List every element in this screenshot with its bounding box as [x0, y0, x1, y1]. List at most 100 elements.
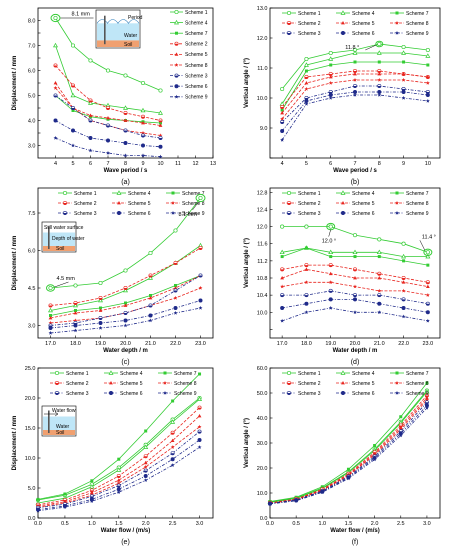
x-tick-label: 19.0	[325, 341, 336, 347]
legend-label: Scheme 9	[174, 391, 197, 397]
data-point	[53, 118, 58, 123]
chart-panel-5: 0.0 0.5 1.0 1.5 2.0 2.5 3.0 0.0 10.0 20.0 30.0 40.0…	[244, 366, 441, 546]
data-point	[280, 129, 285, 134]
x-axis-label: Water flow / (m/s)	[330, 528, 379, 534]
data-point	[377, 276, 382, 280]
y-tick-label: 25.0	[25, 366, 36, 372]
data-point	[116, 478, 121, 482]
legend-label: Scheme 8	[182, 201, 205, 207]
data-point	[425, 284, 430, 288]
data-point-fill	[48, 305, 53, 308]
data-point	[280, 318, 285, 323]
legend-marker	[174, 19, 179, 25]
legend-label: Scheme 2	[298, 381, 321, 387]
legend-label: Scheme 7	[406, 371, 429, 377]
y-tick-label: 12.0	[257, 225, 268, 231]
legend-marker	[395, 390, 399, 395]
data-point-fill	[353, 295, 357, 297]
data-point	[48, 285, 53, 291]
data-point	[159, 121, 162, 125]
y-tick-label: 6.0	[28, 249, 36, 255]
x-tick-label: 21.0	[374, 341, 385, 347]
data-point-fill	[106, 108, 110, 110]
inset-water	[97, 23, 139, 41]
x-tick-label: 3.0	[423, 521, 431, 527]
data-point	[346, 467, 350, 471]
data-point	[48, 320, 53, 325]
data-point	[149, 294, 152, 297]
data-point	[320, 485, 324, 489]
data-point	[377, 288, 382, 293]
annotation-leader	[192, 201, 199, 211]
data-point-fill	[88, 120, 93, 123]
data-point	[140, 80, 146, 86]
data-point	[304, 246, 308, 250]
data-point	[198, 285, 203, 290]
legend-marker	[174, 84, 179, 89]
y-axis-label: Displacement / mm	[12, 236, 18, 291]
legend-label: Scheme 7	[182, 191, 205, 197]
legend-label: Scheme 1	[298, 191, 321, 197]
y-tick-label: 3.0	[28, 144, 36, 150]
data-point-fill	[53, 95, 58, 98]
data-point	[158, 88, 163, 93]
legend-marker	[54, 370, 60, 376]
legend-label: Scheme 7	[174, 371, 197, 377]
x-tick-label: 11	[175, 161, 181, 167]
y-axis-label: Vertical angle / (°)	[244, 238, 250, 288]
legend-marker	[163, 380, 167, 385]
data-point-fill	[158, 138, 163, 140]
data-point	[123, 268, 128, 273]
legend-marker	[108, 370, 114, 375]
y-tick-label: 12.8	[257, 190, 268, 196]
inset-label: Soil	[124, 42, 132, 48]
data-point	[353, 77, 357, 82]
legend-label: Scheme 7	[406, 11, 429, 17]
legend-label: Scheme 5	[185, 52, 208, 58]
data-point	[353, 284, 357, 289]
data-point	[116, 467, 122, 472]
data-point	[53, 81, 58, 85]
data-point	[377, 77, 382, 82]
x-tick-label: 8	[124, 161, 127, 167]
x-tick-label: 7	[106, 161, 109, 167]
data-point	[53, 85, 58, 90]
data-point	[372, 457, 377, 462]
data-point-fill	[71, 85, 75, 88]
data-point	[70, 92, 76, 98]
data-point	[74, 309, 77, 312]
y-axis-label: Displacement / mm	[12, 416, 18, 471]
x-tick-label: 2.0	[142, 521, 150, 527]
data-point-fill	[304, 265, 309, 267]
data-point-fill	[173, 290, 178, 293]
data-point-fill	[329, 290, 333, 293]
legend-label: Scheme 4	[120, 371, 143, 377]
data-point	[401, 314, 406, 319]
legend-label: Scheme 5	[120, 381, 143, 387]
y-tick-label: 9.0	[260, 126, 268, 132]
x-tick-label: 10	[157, 161, 163, 167]
legend-label: Scheme 6	[352, 391, 375, 397]
data-point-fill	[148, 305, 153, 308]
data-point-fill	[280, 107, 284, 109]
legend-marker	[395, 210, 399, 215]
data-point	[88, 58, 93, 63]
data-point	[144, 429, 148, 433]
data-point	[401, 44, 406, 50]
x-tick-label: 3.0	[196, 521, 204, 527]
data-point	[401, 90, 406, 95]
x-tick-label: 18.0	[301, 341, 312, 347]
x-tick-label: 12	[192, 161, 198, 167]
legend-marker-fill	[55, 393, 59, 395]
data-point	[197, 445, 202, 449]
data-point	[280, 86, 285, 92]
y-tick-label: 0.0	[260, 516, 268, 522]
y-tick-label: 10.0	[257, 96, 268, 102]
data-point	[173, 228, 178, 233]
data-point	[402, 259, 406, 263]
data-point-fill	[117, 476, 121, 478]
annotation-text: 4.5 mm	[57, 276, 76, 282]
data-point	[143, 473, 148, 478]
series-line	[269, 402, 428, 504]
legend-label: Scheme 6	[352, 211, 375, 217]
